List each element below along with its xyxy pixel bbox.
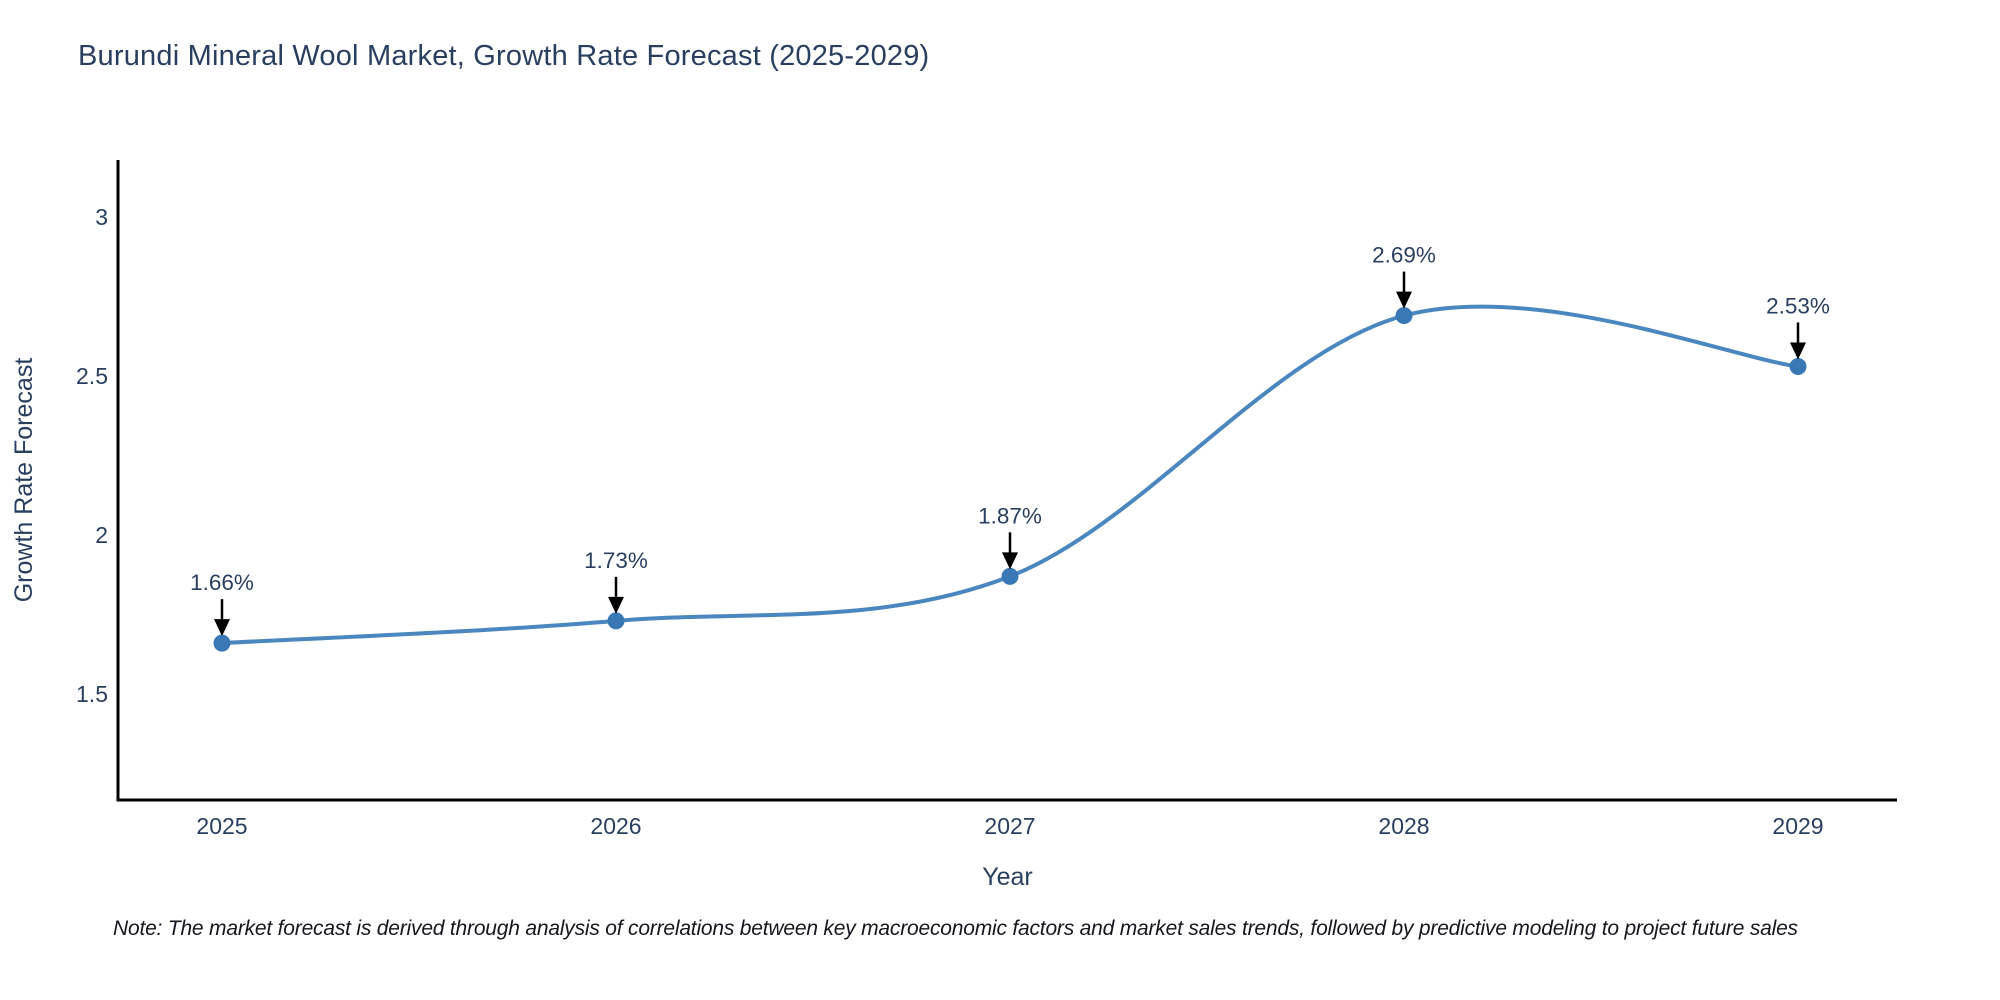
y-tick-label: 1.5: [76, 681, 108, 707]
x-axis-title: Year: [982, 863, 1033, 891]
point-value-label: 2.69%: [1372, 243, 1436, 268]
forecast-line: [221, 304, 1799, 646]
y-tick-label: 2.5: [76, 363, 108, 389]
x-tick-label: 2026: [590, 813, 641, 839]
point-value-label: 1.87%: [978, 503, 1042, 528]
data-point-marker: [1789, 357, 1807, 375]
y-tick-label: 3: [95, 204, 108, 230]
point-value-label: 2.53%: [1766, 293, 1830, 318]
x-tick-label: 2029: [1772, 813, 1823, 839]
data-point-marker: [1395, 307, 1413, 325]
annotation-layer: 1.66% 1.73% 1.87% 2.69% 2.53%: [190, 243, 1830, 637]
tick-label-layer: 1.5 2 2.5 3 2025 2026 2027 2028 2029: [76, 204, 1824, 839]
data-point-marker: [213, 634, 231, 652]
point-value-label: 1.66%: [190, 570, 254, 595]
x-tick-label: 2025: [196, 813, 247, 839]
annotation-arrow-head: [1002, 552, 1018, 570]
point-value-label: 1.73%: [584, 548, 648, 573]
y-tick-label: 2: [95, 522, 108, 548]
annotation-arrow-head: [1790, 342, 1806, 360]
data-point-marker: [1001, 567, 1019, 585]
y-axis-title: Growth Rate Forecast: [10, 358, 38, 603]
line-series-layer: [213, 304, 1807, 652]
x-tick-label: 2027: [984, 813, 1035, 839]
annotation-arrow-head: [214, 619, 230, 637]
x-tick-label: 2028: [1378, 813, 1429, 839]
annotation-arrow-head: [1396, 291, 1412, 309]
axis-title-layer: Year Growth Rate Forecast: [10, 358, 1033, 891]
footnote-text: Note: The market forecast is derived thr…: [113, 917, 1798, 940]
axes-layer: [116, 160, 1897, 802]
data-point-marker: [607, 612, 625, 630]
chart-title: Burundi Mineral Wool Market, Growth Rate…: [78, 40, 930, 72]
annotation-arrow-head: [608, 596, 624, 614]
